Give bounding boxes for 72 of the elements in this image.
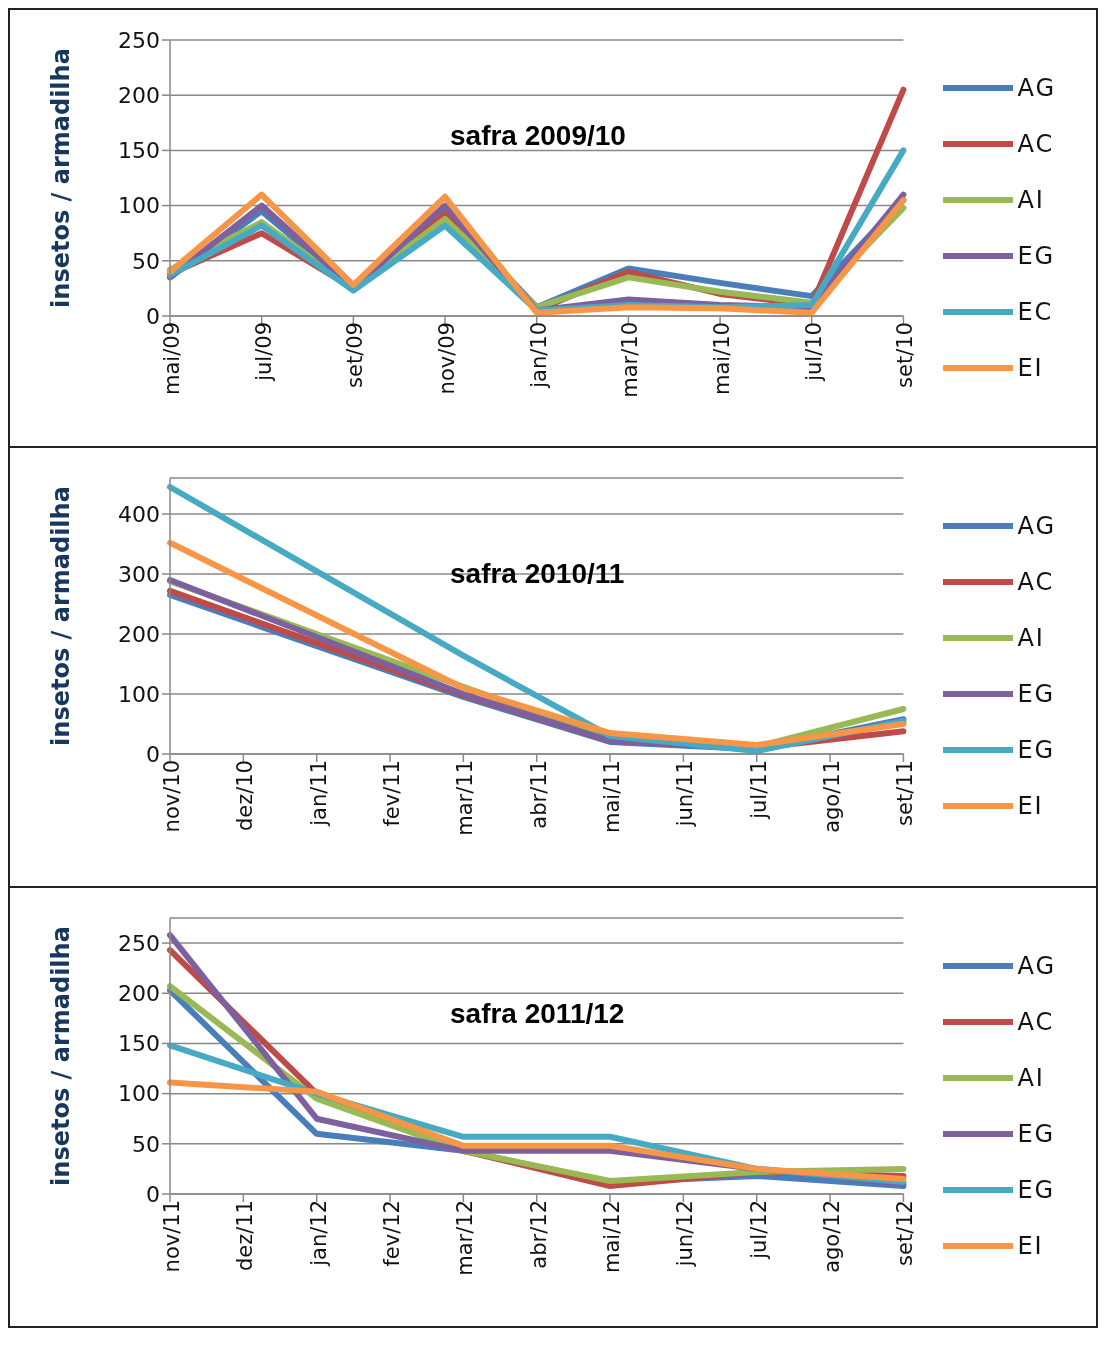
x-tick-label: jan/12 <box>306 1200 331 1267</box>
legend-label: AI <box>1017 186 1045 214</box>
x-tick-label: jun/12 <box>673 1200 698 1268</box>
y-tick-label: 150 <box>118 1031 160 1057</box>
legend-label: AI <box>1017 1064 1045 1092</box>
x-tick-label: mar/12 <box>453 1200 478 1276</box>
legend-label: AC <box>1017 130 1055 158</box>
x-tick-label: jan/11 <box>306 760 331 827</box>
x-tick-label: jan/10 <box>526 322 551 389</box>
x-tick-label: fev/12 <box>379 1200 404 1267</box>
y-tick-label: 250 <box>118 930 160 956</box>
y-axis-title: insetos / armadilha <box>46 48 75 308</box>
legend-label: AC <box>1017 1008 1055 1036</box>
y-tick-label: 300 <box>118 561 160 587</box>
y-tick-label: 0 <box>146 303 160 329</box>
x-tick-label: mai/11 <box>599 760 624 833</box>
y-tick-label: 100 <box>118 681 160 707</box>
y-tick-label: 200 <box>118 981 160 1007</box>
legend-label: AC <box>1017 568 1055 596</box>
x-tick-label: abr/11 <box>526 760 551 829</box>
x-tick-label: jul/10 <box>801 322 826 382</box>
y-axis-title: insetos / armadilha <box>46 926 75 1186</box>
legend-label: EC <box>1017 298 1054 326</box>
y-tick-label: 150 <box>118 138 160 164</box>
x-tick-label: mar/11 <box>453 760 478 836</box>
legend-label: EI <box>1017 792 1044 820</box>
x-tick-label: set/10 <box>893 322 918 388</box>
legend-label: EI <box>1017 1232 1044 1260</box>
legend-label: AI <box>1017 624 1045 652</box>
x-tick-label: mai/12 <box>599 1200 624 1273</box>
x-tick-label: nov/10 <box>159 760 184 833</box>
x-tick-label: jun/11 <box>673 760 698 828</box>
x-tick-label: jul/09 <box>251 322 276 382</box>
text: safra 2010/11 <box>450 558 625 590</box>
y-tick-label: 400 <box>118 501 160 527</box>
x-tick-label: ago/12 <box>819 1200 844 1273</box>
text: safra 2011/12 <box>450 998 625 1030</box>
y-tick-label: 100 <box>118 193 160 219</box>
x-tick-label: jul/12 <box>746 1200 771 1260</box>
y-axis-title: insetos / armadilha <box>46 486 75 746</box>
x-tick-label: set/12 <box>893 1200 918 1266</box>
y-tick-label: 0 <box>146 1181 160 1207</box>
y-tick-label: 200 <box>118 83 160 109</box>
x-tick-label: mai/10 <box>709 322 734 395</box>
x-tick-label: set/11 <box>893 760 918 826</box>
x-tick-label: nov/11 <box>159 1200 184 1273</box>
x-tick-label: ago/11 <box>819 760 844 833</box>
legend-label: EI <box>1017 354 1044 382</box>
x-tick-label: jul/11 <box>746 760 771 820</box>
legend-label: EG <box>1017 1176 1056 1204</box>
x-tick-label: mar/10 <box>618 322 643 398</box>
y-tick-label: 250 <box>118 27 160 53</box>
x-tick-label: set/09 <box>343 322 368 388</box>
x-tick-label: dez/10 <box>233 760 258 832</box>
legend-label: EG <box>1017 736 1056 764</box>
legend-label: EG <box>1017 242 1056 270</box>
legend-label: AG <box>1017 74 1056 102</box>
legend-label: EG <box>1017 1120 1056 1148</box>
legend-label: EG <box>1017 680 1056 708</box>
legend-label: AG <box>1017 952 1056 980</box>
x-tick-label: fev/11 <box>379 760 404 827</box>
legend-label: AG <box>1017 512 1056 540</box>
y-tick-label: 200 <box>118 621 160 647</box>
y-tick-label: 50 <box>132 248 160 274</box>
x-tick-label: mai/09 <box>159 322 184 395</box>
y-tick-label: 50 <box>132 1131 160 1157</box>
y-tick-label: 100 <box>118 1081 160 1107</box>
x-tick-label: dez/11 <box>233 1200 258 1272</box>
y-tick-label: 0 <box>146 741 160 767</box>
x-tick-label: abr/12 <box>526 1200 551 1269</box>
text: safra 2009/10 <box>450 120 626 152</box>
x-tick-label: nov/09 <box>434 322 459 395</box>
